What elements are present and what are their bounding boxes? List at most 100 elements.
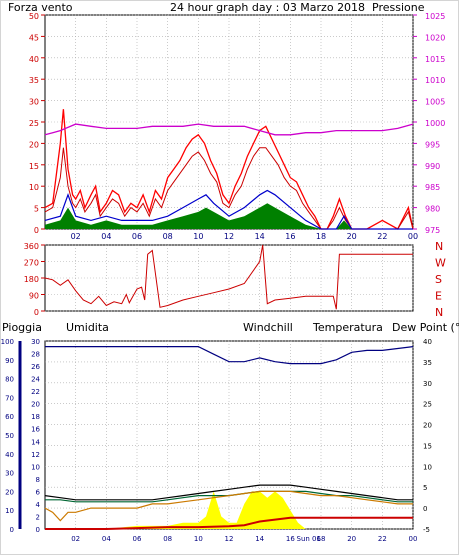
direction-ytick: 90 — [29, 292, 39, 301]
temp-xtick: 20 — [347, 535, 356, 543]
pressure-ytick: 985 — [425, 183, 440, 192]
wind-xtick: 16 — [285, 232, 295, 241]
series-layer — [44, 109, 414, 530]
wind-ytick: 30 — [29, 98, 39, 107]
wind-xtick: 00 — [408, 232, 418, 241]
pressure-ytick: 1025 — [425, 12, 445, 21]
wind-xtick: 08 — [163, 232, 173, 241]
temp-ytick: 10 — [423, 463, 432, 471]
humidity-ytick: 18 — [31, 413, 40, 421]
direction-cardinal-label: S — [435, 273, 442, 286]
rain-ytick: 50 — [5, 432, 14, 440]
rain-ytick: 10 — [5, 507, 14, 515]
temp-ytick: 35 — [423, 359, 432, 367]
humidity-ytick: 26 — [31, 363, 40, 371]
direction-cardinal-label: N — [435, 240, 443, 253]
temp-xtick: 04 — [102, 535, 111, 543]
wind-title: Forza vento — [8, 1, 73, 14]
wind-xtick: 02 — [71, 232, 81, 241]
temp-ytick: -5 — [423, 526, 430, 534]
wind-xtick: 14 — [255, 232, 265, 241]
temp-xtick: 00 — [409, 535, 418, 543]
humidity-ytick: 10 — [31, 463, 40, 471]
direction-ytick: 360 — [24, 242, 39, 251]
series-wind-green — [45, 203, 413, 229]
series-rain — [45, 516, 413, 530]
series-windchill — [44, 490, 413, 522]
direction-ytick: 0 — [34, 308, 39, 317]
temp-xtick: 12 — [225, 535, 234, 543]
pressure-ytick: 990 — [425, 162, 440, 171]
series-wind-direction — [44, 244, 413, 310]
wind-ytick: 5 — [34, 205, 39, 214]
temp-ytick: 15 — [423, 442, 432, 450]
temp-xtick: 02 — [71, 535, 80, 543]
temperature-label: Temperatura — [312, 321, 383, 334]
wind-xtick: 06 — [132, 232, 142, 241]
temp-ytick: 0 — [423, 505, 427, 513]
rain-ytick: 40 — [5, 451, 14, 459]
series-pressure — [44, 123, 414, 136]
direction-cardinal-label: N — [435, 306, 443, 319]
wind-xtick: 22 — [377, 232, 387, 241]
rain-ytick: 80 — [5, 376, 14, 384]
rain-ytick: 0 — [10, 526, 14, 534]
pressure-ytick: 1020 — [425, 33, 445, 42]
windchill-label: Windchill — [243, 321, 293, 334]
temp-xtick: 08 — [163, 535, 172, 543]
temp-xtick: 18 — [317, 535, 326, 543]
temp-ytick: 20 — [423, 422, 432, 430]
dewpoint-label: Dew Point (°C — [392, 321, 459, 334]
humidity-ytick: 0 — [36, 526, 40, 534]
series-humidity — [45, 346, 414, 365]
pressure-ytick: 980 — [425, 205, 440, 214]
direction-ytick: 270 — [24, 259, 39, 268]
direction-cardinal-label: E — [435, 290, 442, 303]
pressure-title: Pressione — [372, 1, 425, 14]
humidity-ytick: 12 — [31, 451, 40, 459]
humidity-ytick: 4 — [36, 501, 41, 509]
wind-ytick: 15 — [29, 162, 39, 171]
rain-ytick: 30 — [5, 470, 14, 478]
wind-ytick: 0 — [34, 226, 39, 235]
rain-ytick: 90 — [5, 357, 14, 365]
temp-xtick: Sun 06 — [297, 535, 322, 543]
series-temperature — [44, 484, 413, 501]
temp-xtick: 16 — [286, 535, 295, 543]
humidity-ytick: 22 — [31, 388, 40, 396]
rain-ytick: 20 — [5, 488, 14, 496]
humidity-ytick: 2 — [36, 513, 40, 521]
humidity-ytick: 30 — [31, 338, 40, 346]
ticks-layer: 5045403530252015105010251020101510101005… — [1, 12, 446, 543]
humidity-ytick: 8 — [36, 476, 40, 484]
wind-ytick: 40 — [29, 55, 39, 64]
pressure-ytick: 1005 — [425, 98, 445, 107]
pressure-ytick: 975 — [425, 226, 440, 235]
wind-xtick: 20 — [347, 232, 357, 241]
pressure-ytick: 1010 — [425, 76, 445, 85]
humidity-ytick: 16 — [31, 426, 40, 434]
chart-title: 24 hour graph day : 03 Marzo 2018 — [170, 1, 365, 14]
rain-ytick: 70 — [5, 394, 14, 402]
humidity-label: Umidita — [66, 321, 109, 334]
humidity-ytick: 14 — [31, 438, 40, 446]
direction-ytick: 180 — [24, 275, 39, 284]
rain-ytick: 100 — [1, 338, 14, 346]
pressure-ytick: 1000 — [425, 119, 445, 128]
wind-ytick: 20 — [29, 140, 39, 149]
temp-ytick: 30 — [423, 380, 432, 388]
wind-xtick: 18 — [316, 232, 326, 241]
wind-ytick: 45 — [29, 33, 39, 42]
humidity-ytick: 28 — [31, 351, 40, 359]
series-wind-average — [44, 189, 413, 230]
temp-xtick: 10 — [194, 535, 203, 543]
direction-cardinal-label: W — [435, 257, 446, 270]
temp-ytick: 25 — [423, 401, 432, 409]
pressure-ytick: 1015 — [425, 55, 445, 64]
wind-ytick: 50 — [29, 12, 39, 21]
temp-xtick: 22 — [378, 535, 387, 543]
wind-ytick: 10 — [29, 183, 39, 192]
rain-label: Pioggia — [2, 321, 42, 334]
wind-ytick: 25 — [29, 119, 39, 128]
